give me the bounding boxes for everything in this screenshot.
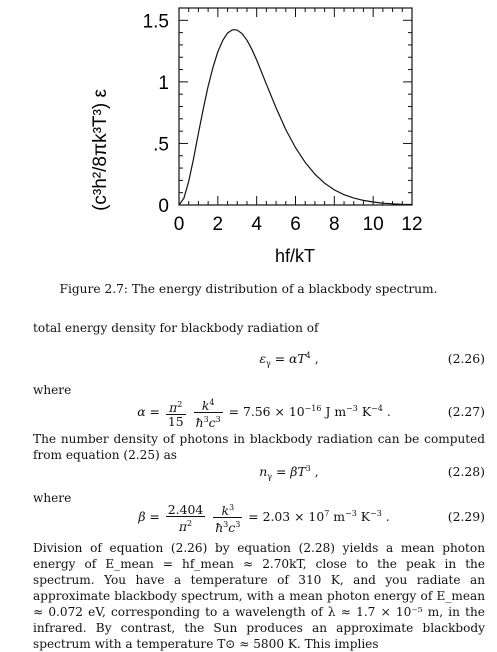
paragraph-where-1: where (33, 383, 72, 397)
equation-2-26: εγ = αT4 , (2.26) (259, 351, 485, 368)
x-tick-label: 4 (251, 214, 262, 235)
x-tick-label: 12 (401, 214, 422, 235)
paragraph-number-density: The number density of photons in blackbo… (33, 432, 485, 462)
eq227-units: J m (325, 404, 347, 419)
equation-number: (2.26) (447, 351, 485, 366)
x-tick-label: 0 (174, 214, 185, 235)
series-line (178, 29, 413, 206)
equation-number: (2.28) (447, 464, 485, 479)
paragraph-mean-photon-energy: Division of equation (2.26) by equation … (33, 541, 485, 651)
y-tick-labels: .5 1 1.5 0 (143, 11, 169, 217)
eq229-exponent: 7 (324, 509, 330, 518)
x-tick-labels: 0 2 4 6 8 10 12 (174, 214, 423, 235)
y-tick-label: 1.5 (143, 11, 169, 32)
equation-number: (2.29) (447, 509, 485, 524)
mean-energy-expression: E_mean = hf_mean ≈ 2.70kT (105, 557, 303, 571)
equation-2-28: nγ = βT3 , (2.28) (259, 464, 485, 481)
figure-caption: Figure 2.7: The energy distribution of a… (59, 282, 438, 296)
blackbody-figure: 0 2 4 6 8 10 12 .5 1 1.5 0 hf/kT (c³h²/8πk³T³) ε (90, 7, 423, 266)
eq227-value: = 7.56 × 10 (228, 404, 305, 419)
sun-temperature-expression: T⊙ ≈ 5800 K (217, 637, 297, 651)
equation-2-27: α = π2 15 k4 ħ3c3 = 7.56 × 10−16 J m−3 K−4… (137, 398, 485, 430)
x-tick-label: 10 (363, 214, 384, 235)
x-tick-label: 6 (290, 214, 301, 235)
axis-ticks (178, 7, 413, 206)
paragraph-intro: total energy density for blackbody radia… (33, 321, 319, 335)
y-tick-label: .5 (153, 134, 169, 155)
plot-frame (178, 7, 413, 206)
paragraph-where-2: where (33, 491, 72, 505)
x-tick-label: 2 (213, 214, 224, 235)
eq227-exponent: −16 (304, 404, 322, 413)
x-tick-label: 8 (329, 214, 340, 235)
wavelength-expression: λ ≈ 1.7 × 10⁻⁵ m (327, 605, 440, 619)
x-axis-label: hf/kT (275, 246, 315, 266)
y-tick-label: 1 (158, 73, 169, 94)
photon-energy-expression: E_mean ≈ 0.072 eV (33, 589, 485, 619)
eq229-value: = 2.03 × 10 (248, 509, 325, 524)
y-tick-label-zero: 0 (158, 196, 169, 217)
eq229-coefficient: 2.404 (165, 501, 206, 517)
equation-2-29: β = 2.404 π2 k3 ħ3c3 = 2.03 × 107 m−3 K−3 … (138, 501, 485, 535)
y-axis-label: (c³h²/8πk³T³) ε (90, 89, 111, 211)
equation-number: (2.27) (447, 404, 485, 419)
